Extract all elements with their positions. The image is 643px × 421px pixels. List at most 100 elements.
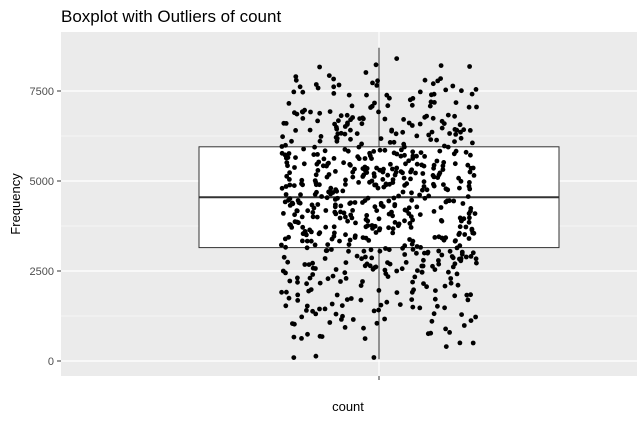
data-point <box>390 177 396 183</box>
data-point <box>387 181 392 187</box>
data-point <box>322 148 328 154</box>
data-point <box>452 238 458 244</box>
data-point <box>450 255 456 261</box>
data-point <box>401 117 406 122</box>
data-point <box>283 192 289 197</box>
data-point <box>387 140 393 145</box>
data-point <box>285 163 290 169</box>
data-point <box>330 273 336 279</box>
data-point <box>339 303 345 308</box>
data-point <box>471 230 477 236</box>
data-point <box>470 340 476 346</box>
data-point <box>313 266 318 271</box>
data-point <box>420 171 426 176</box>
data-point <box>403 260 409 265</box>
data-point <box>378 136 384 142</box>
data-point <box>402 243 408 249</box>
data-point <box>343 214 348 220</box>
data-point <box>426 132 432 138</box>
data-point <box>409 102 415 108</box>
data-point <box>283 270 288 276</box>
data-point <box>300 116 306 121</box>
data-point <box>338 279 343 284</box>
data-point <box>409 123 415 128</box>
data-point <box>350 317 356 322</box>
data-point <box>468 292 473 298</box>
data-point <box>319 334 325 339</box>
data-point <box>347 201 353 207</box>
data-point <box>306 262 312 267</box>
data-point <box>473 87 479 92</box>
data-point <box>417 89 423 95</box>
data-point <box>439 118 445 124</box>
data-point <box>422 77 428 83</box>
data-point <box>354 131 360 137</box>
data-point <box>415 268 420 273</box>
data-point <box>464 292 470 298</box>
data-point <box>443 326 448 332</box>
data-point <box>313 82 319 87</box>
data-point <box>360 115 365 121</box>
data-point <box>323 208 329 213</box>
data-point <box>414 204 420 210</box>
data-point <box>410 279 415 285</box>
data-point <box>373 264 379 270</box>
data-point <box>410 247 416 252</box>
data-point <box>431 209 437 214</box>
data-point <box>432 235 438 240</box>
data-point <box>295 275 300 281</box>
data-point <box>399 266 405 272</box>
data-point <box>322 306 328 312</box>
data-point <box>338 113 344 119</box>
data-point <box>361 325 366 331</box>
data-point <box>346 248 351 254</box>
data-point <box>350 208 355 213</box>
data-point <box>289 138 294 144</box>
data-point <box>310 210 316 215</box>
data-point <box>336 82 342 88</box>
data-point <box>454 127 460 133</box>
data-point <box>442 283 448 289</box>
data-point <box>420 187 425 193</box>
data-point <box>294 208 300 214</box>
data-point <box>279 144 285 149</box>
y-axis: 0 2500 5000 7500 <box>30 86 61 368</box>
data-point <box>312 144 317 150</box>
data-point <box>366 238 372 243</box>
data-point <box>279 185 285 191</box>
data-point <box>379 168 384 173</box>
data-point <box>325 242 331 248</box>
data-point <box>296 220 301 226</box>
data-point <box>291 183 297 189</box>
data-point <box>470 140 475 146</box>
data-point <box>308 109 313 115</box>
data-point <box>430 115 436 121</box>
data-point <box>343 182 348 187</box>
data-point <box>417 305 423 311</box>
data-point <box>287 278 293 284</box>
data-point <box>286 295 292 301</box>
data-point <box>283 184 289 189</box>
data-point <box>427 103 433 109</box>
data-point <box>291 334 297 340</box>
data-point <box>329 236 335 242</box>
data-point <box>317 230 323 236</box>
data-point <box>409 297 415 302</box>
data-point <box>371 149 377 154</box>
data-point <box>391 139 397 145</box>
data-point <box>386 247 392 253</box>
chart-title: Boxplot with Outliers of count <box>61 7 281 26</box>
data-point <box>410 217 415 223</box>
data-point <box>421 281 426 286</box>
data-point <box>287 170 292 176</box>
data-point <box>335 131 341 137</box>
y-tick-label: 7500 <box>30 86 54 98</box>
data-point <box>446 269 451 275</box>
data-point <box>400 189 406 195</box>
data-point <box>460 201 466 206</box>
data-point <box>294 111 300 117</box>
data-point <box>382 147 388 153</box>
data-point <box>391 195 397 201</box>
x-axis-title: count <box>332 399 364 414</box>
data-point <box>286 234 291 240</box>
